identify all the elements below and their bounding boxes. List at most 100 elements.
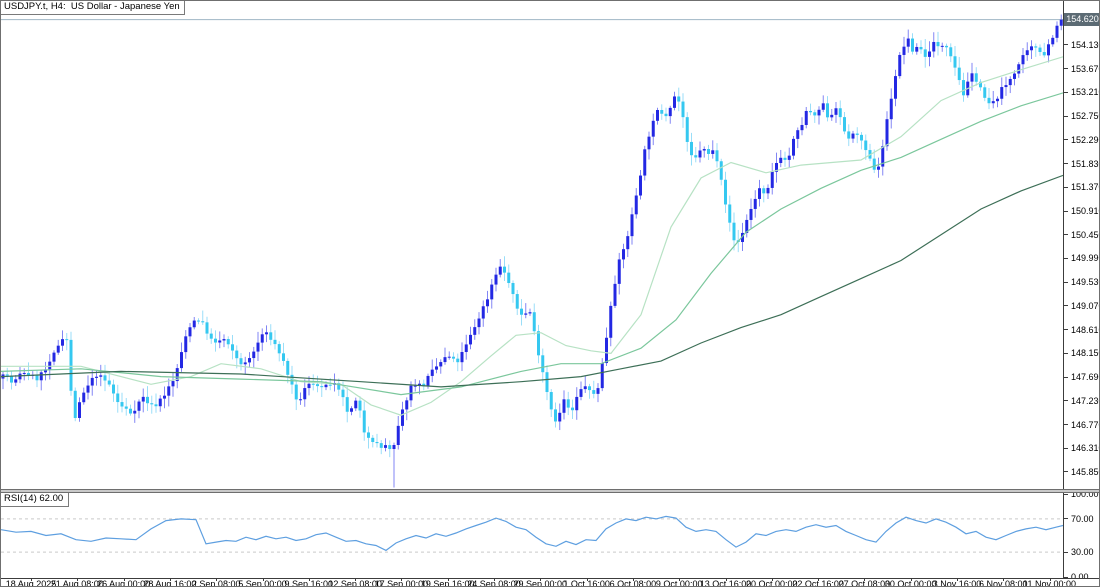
price-tick-label: 146.770 [1071,419,1099,430]
date-tick-label: 2 Sep 08:00 [191,579,241,587]
date-tick-label: 24 Sep 08:00 [467,579,521,587]
price-tick-mark [1064,186,1068,188]
main-chart-panel[interactable] [1,14,1063,489]
date-tick-label: 22 Oct 16:00 [792,579,844,587]
rsi-chart[interactable] [1,493,1063,578]
price-tick-mark [1064,139,1068,141]
price-tick-label: 152.750 [1071,111,1099,122]
candle-bodies-layer [1,19,1063,450]
date-tick-label: 5 Sep 00:00 [238,579,287,587]
price-tick-label: 149.990 [1071,253,1099,264]
current-price-badge: 154.620 [1064,13,1099,27]
date-tick-label: 19 Sep 16:00 [420,579,475,587]
date-tick-mark [216,578,218,581]
date-tick-label: 6 Oct 08:00 [609,579,657,587]
date-tick-label: 13 Oct 16:00 [699,579,752,587]
date-tick-mark [355,578,357,581]
date-tick-label: 30 Oct 00:00 [884,579,937,587]
date-tick-mark [308,578,310,581]
date-tick-label: 20 Oct 00:00 [746,579,798,587]
candlestick-chart[interactable] [1,14,1063,489]
date-tick-mark [447,578,449,581]
price-tick-label: 148.150 [1071,348,1099,359]
date-tick-mark [540,578,542,581]
date-tick-mark [586,578,588,581]
date-tick-mark [725,578,727,581]
panel-separator[interactable] [1,489,1099,493]
date-tick-label: 9 Sep 16:00 [284,579,334,587]
date-tick-mark [818,578,820,581]
date-tick-mark [771,578,773,581]
date-tick-label: 17 Sep 00:00 [374,579,429,587]
price-tick-label: 151.830 [1071,158,1099,169]
price-tick-mark [1064,91,1068,93]
date-axis[interactable]: 18 Aug 2025 21 Aug 08:00 26 Aug 00:00 28 Au… [1,578,1099,587]
date-tick-label: 1 Oct 16:00 [563,579,610,587]
price-tick-mark [1064,376,1068,378]
rsi-tick-mark [1064,551,1068,553]
rsi-tick-label: 30.00 [1071,547,1094,558]
price-tick-label: 153.210 [1071,87,1099,98]
date-tick-mark [1003,578,1005,581]
price-tick-mark [1064,44,1068,46]
price-tick-mark [1064,115,1068,117]
price-tick-label: 148.610 [1071,324,1099,335]
date-tick-mark [632,578,634,581]
chart-title: USDJPY.t, H4: US Dollar - Japanese Yen [1,1,185,15]
price-tick-mark [1064,400,1068,402]
price-tick-label: 147.230 [1071,395,1099,406]
price-tick-mark [1064,352,1068,354]
rsi-tick-mark [1064,518,1068,520]
price-tick-mark [1064,281,1068,283]
price-tick-mark [1064,210,1068,212]
date-tick-label: 9 Oct 00:00 [655,579,703,587]
price-tick-mark [1064,163,1068,165]
date-tick-mark [494,578,495,581]
date-tick-mark [401,578,403,581]
price-tick-label: 154.130 [1071,39,1099,50]
date-tick-mark [77,578,79,581]
ma-fast-line [1,56,1063,416]
date-tick-mark [262,578,264,581]
price-tick-label: 149.530 [1071,277,1099,288]
price-tick-label: 152.290 [1071,134,1099,145]
price-tick-mark [1064,471,1068,473]
price-tick-mark [1064,424,1068,426]
price-tick-label: 149.070 [1071,300,1099,311]
date-tick-mark [910,578,912,581]
price-tick-mark [1064,447,1068,449]
price-tick-label: 153.670 [1071,63,1099,74]
price-tick-mark [1064,305,1068,307]
date-tick-mark [1049,578,1051,581]
date-tick-mark [679,578,681,581]
rsi-indicator-label: RSI(14) 62.00 [1,493,70,507]
date-tick-label: 6 Nov 08:00 [979,579,1028,587]
rsi-tick-label: 70.00 [1071,513,1094,524]
date-tick-mark [31,578,32,581]
price-tick-mark [1064,68,1068,70]
date-tick-label: 26 Aug 00:00 [97,579,151,587]
date-tick-label: 28 Aug 16:00 [143,579,197,587]
rsi-tick-label: 100.00 [1071,489,1099,499]
price-tick-label: 151.370 [1071,182,1099,193]
rsi-tick-mark [1064,493,1068,495]
price-tick-label: 146.310 [1071,443,1099,454]
date-tick-mark [169,578,171,581]
date-tick-label: 12 Sep 08:00 [328,579,382,587]
price-tick-mark [1064,234,1068,236]
price-axis[interactable]: 154.130 153.670 153.210 152.750 152.290 151.8… [1063,1,1099,582]
candle-wicks-layer [2,14,1062,488]
price-tick-label: 147.690 [1071,372,1099,383]
price-tick-mark [1064,257,1068,259]
rsi-tick-label: 0.00 [1071,572,1089,582]
ma-medium-line [1,92,1063,396]
rsi-panel[interactable] [1,493,1063,578]
price-tick-mark [1064,329,1068,331]
ma-slow-line [1,174,1063,388]
date-tick-label: 29 Sep 00:00 [513,579,568,587]
date-tick-label: 27 Oct 08:00 [838,579,891,587]
price-tick-label: 150.910 [1071,206,1099,216]
date-tick-label: 11 Nov 00:00 [1023,579,1077,587]
date-tick-label: 18 Aug 2025 [5,579,57,587]
